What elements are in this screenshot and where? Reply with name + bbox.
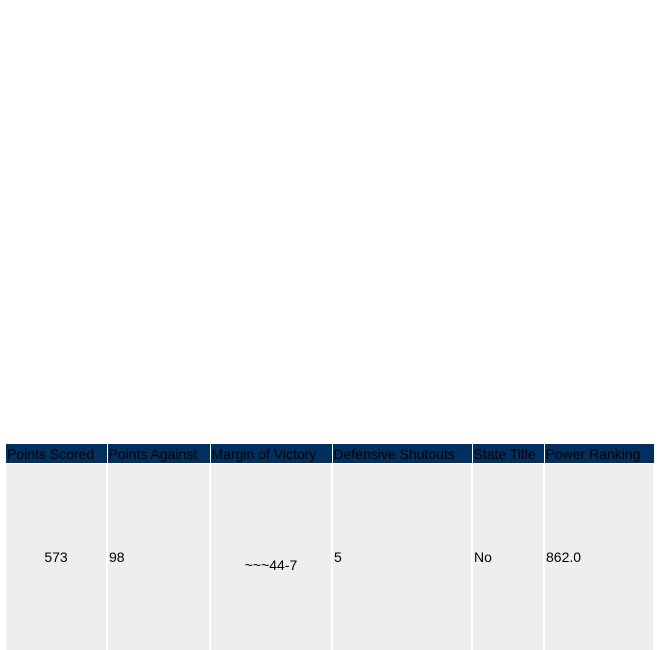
header-cell: Points Against xyxy=(107,444,210,464)
data-row: 573 98 ~~~44-7 5 No 862.0 xyxy=(6,464,654,650)
cell: ~~~44-7 xyxy=(210,464,332,650)
cell: 98 xyxy=(107,464,210,650)
header-cell: Power Ranking xyxy=(544,444,654,464)
header-cell: Defensive Shutouts xyxy=(332,444,472,464)
header-cell: State Title xyxy=(472,444,544,464)
cell: 573 xyxy=(6,464,107,650)
header-cell: Points Scored xyxy=(6,444,107,464)
stats-table: Points Scored Points Against Margin of V… xyxy=(6,444,655,650)
header-cell: Margin of Victory xyxy=(210,444,332,464)
header-row: Points Scored Points Against Margin of V… xyxy=(6,444,654,464)
cell: 862.0 xyxy=(544,464,654,650)
cell: 5 xyxy=(332,464,472,650)
cell: No xyxy=(472,464,544,650)
